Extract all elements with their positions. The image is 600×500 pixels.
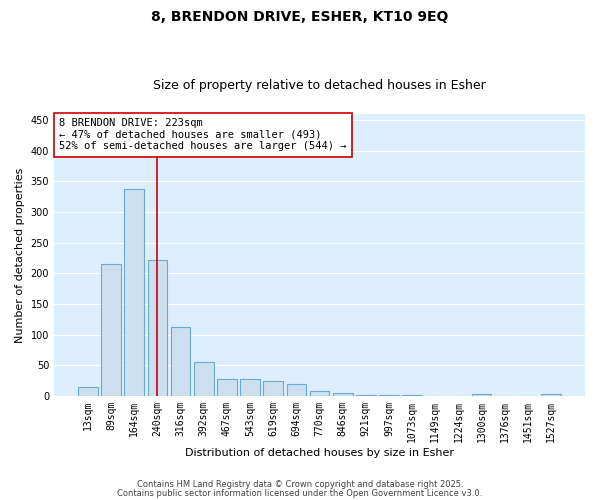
Bar bbox=[472, 394, 491, 396]
Bar bbox=[333, 393, 353, 396]
X-axis label: Distribution of detached houses by size in Esher: Distribution of detached houses by size … bbox=[185, 448, 454, 458]
Bar bbox=[287, 384, 306, 396]
Text: 8 BRENDON DRIVE: 223sqm
← 47% of detached houses are smaller (493)
52% of semi-d: 8 BRENDON DRIVE: 223sqm ← 47% of detache… bbox=[59, 118, 347, 152]
Bar bbox=[124, 189, 144, 396]
Text: 8, BRENDON DRIVE, ESHER, KT10 9EQ: 8, BRENDON DRIVE, ESHER, KT10 9EQ bbox=[151, 10, 449, 24]
Text: Contains public sector information licensed under the Open Government Licence v3: Contains public sector information licen… bbox=[118, 488, 482, 498]
Text: Contains HM Land Registry data © Crown copyright and database right 2025.: Contains HM Land Registry data © Crown c… bbox=[137, 480, 463, 489]
Bar bbox=[240, 380, 260, 396]
Y-axis label: Number of detached properties: Number of detached properties bbox=[15, 168, 25, 342]
Bar bbox=[148, 260, 167, 396]
Bar bbox=[78, 387, 98, 396]
Bar bbox=[310, 391, 329, 396]
Bar bbox=[194, 362, 214, 396]
Bar bbox=[541, 394, 561, 396]
Bar bbox=[217, 379, 237, 396]
Bar bbox=[171, 328, 190, 396]
Bar bbox=[101, 264, 121, 396]
Bar bbox=[263, 380, 283, 396]
Title: Size of property relative to detached houses in Esher: Size of property relative to detached ho… bbox=[153, 79, 486, 92]
